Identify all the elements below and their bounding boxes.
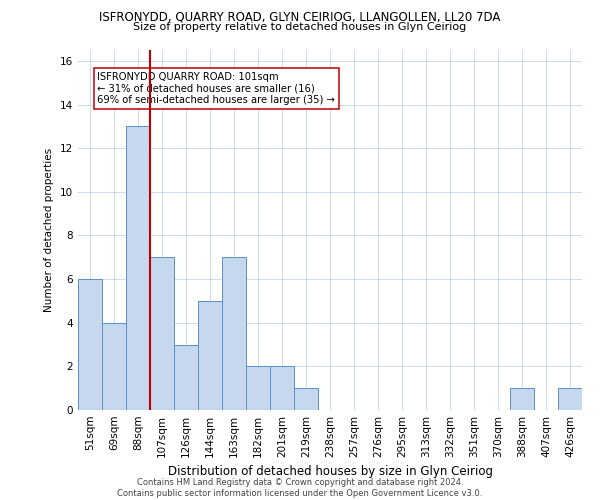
Bar xyxy=(78,279,102,410)
Bar xyxy=(510,388,534,410)
Bar xyxy=(102,322,126,410)
Bar xyxy=(150,258,174,410)
Text: Contains HM Land Registry data © Crown copyright and database right 2024.
Contai: Contains HM Land Registry data © Crown c… xyxy=(118,478,482,498)
Text: ISFRONYDD QUARRY ROAD: 101sqm
← 31% of detached houses are smaller (16)
69% of s: ISFRONYDD QUARRY ROAD: 101sqm ← 31% of d… xyxy=(97,72,335,105)
Bar xyxy=(246,366,270,410)
Bar xyxy=(270,366,294,410)
Bar xyxy=(126,126,150,410)
Bar xyxy=(558,388,582,410)
Bar xyxy=(222,258,246,410)
Text: ISFRONYDD, QUARRY ROAD, GLYN CEIRIOG, LLANGOLLEN, LL20 7DA: ISFRONYDD, QUARRY ROAD, GLYN CEIRIOG, LL… xyxy=(100,11,500,24)
Bar xyxy=(294,388,318,410)
Y-axis label: Number of detached properties: Number of detached properties xyxy=(44,148,55,312)
Bar xyxy=(198,301,222,410)
Bar xyxy=(174,344,198,410)
Text: Size of property relative to detached houses in Glyn Ceiriog: Size of property relative to detached ho… xyxy=(133,22,467,32)
X-axis label: Distribution of detached houses by size in Glyn Ceiriog: Distribution of detached houses by size … xyxy=(167,466,493,478)
